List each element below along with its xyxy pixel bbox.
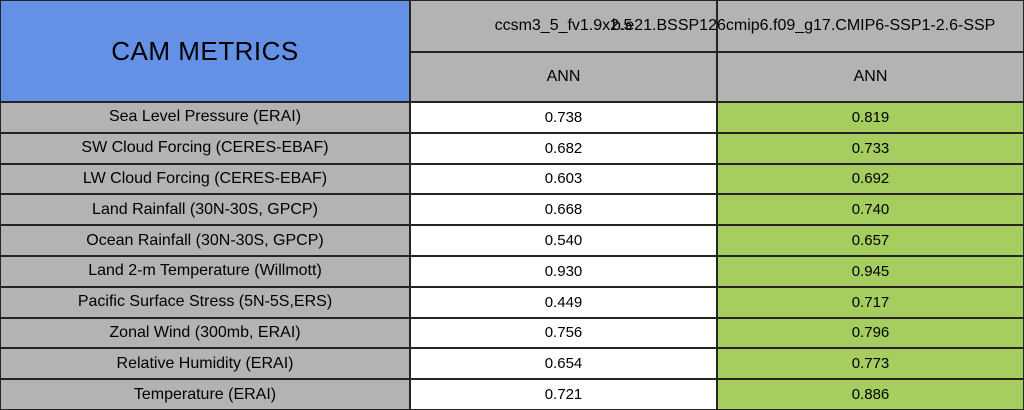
season-label-2: ANN [853, 68, 888, 85]
metric-value: 0.886 [851, 386, 890, 404]
value-cell-model2: 0.819 [717, 102, 1024, 133]
metric-value: 0.773 [851, 355, 890, 373]
value-cell-model1: 0.540 [410, 225, 717, 256]
value-cell-model1: 0.668 [410, 194, 717, 226]
metric-value: 0.540 [544, 232, 583, 250]
value-cell-model1: 0.930 [410, 255, 717, 287]
model-header-col1: ccsm3_5_fv1.9x2.5 [410, 0, 717, 52]
season-header-col2: ANN [717, 52, 1024, 102]
value-cell-model1: 0.449 [410, 286, 717, 318]
value-cell-model2: 0.886 [717, 379, 1024, 410]
table-title-cell: CAM METRICS [0, 0, 410, 102]
season-label-1: ANN [546, 68, 581, 85]
metric-label-cell: Land 2-m Temperature (Willmott) [0, 255, 410, 287]
metric-label: Zonal Wind (300mb, ERAI) [109, 323, 301, 341]
metric-value: 0.692 [851, 170, 890, 188]
metric-label: Ocean Rainfall (30N-30S, GPCP) [86, 231, 324, 249]
model-name-1: ccsm3_5_fv1.9x2.5 [494, 17, 633, 34]
metric-value: 0.740 [851, 201, 890, 219]
metric-value: 0.654 [544, 355, 583, 373]
metric-label-cell: Land Rainfall (30N-30S, GPCP) [0, 194, 410, 226]
value-cell-model1: 0.756 [410, 317, 717, 349]
metric-value: 0.756 [544, 324, 583, 342]
metric-label: LW Cloud Forcing (CERES-EBAF) [82, 169, 328, 187]
metric-value: 0.796 [851, 324, 890, 342]
value-cell-model2: 0.717 [717, 286, 1024, 318]
value-cell-model2: 0.945 [717, 255, 1024, 287]
value-cell-model1: 0.603 [410, 163, 717, 195]
metric-value: 0.945 [851, 262, 890, 280]
metric-value: 0.733 [851, 139, 890, 157]
metric-value: 0.682 [544, 139, 583, 157]
metric-label-cell: Zonal Wind (300mb, ERAI) [0, 317, 410, 349]
metric-value: 0.449 [544, 293, 583, 311]
metric-label-cell: Ocean Rainfall (30N-30S, GPCP) [0, 225, 410, 256]
metric-label: Land 2-m Temperature (Willmott) [88, 262, 322, 280]
metric-label: SW Cloud Forcing (CERES-EBAF) [81, 139, 329, 157]
metric-value: 0.738 [544, 108, 583, 126]
metric-value: 0.657 [851, 232, 890, 250]
value-cell-model2: 0.657 [717, 225, 1024, 256]
value-cell-model2: 0.740 [717, 194, 1024, 226]
value-cell-model2: 0.796 [717, 317, 1024, 349]
value-cell-model1: 0.721 [410, 379, 717, 410]
value-cell-model1: 0.738 [410, 102, 717, 133]
metric-value: 0.930 [544, 262, 583, 280]
metric-value: 0.603 [544, 170, 583, 188]
metric-label: Relative Humidity (ERAI) [116, 354, 294, 372]
metric-label: Pacific Surface Stress (5N-5S,ERS) [77, 293, 333, 311]
value-cell-model1: 0.682 [410, 132, 717, 164]
metric-label: Sea Level Pressure (ERAI) [108, 108, 302, 126]
metric-value: 0.721 [544, 386, 583, 404]
metric-value: 0.819 [851, 108, 890, 126]
metric-label-cell: Relative Humidity (ERAI) [0, 348, 410, 380]
metric-label: Land Rainfall (30N-30S, GPCP) [92, 200, 318, 218]
season-header-col1: ANN [410, 52, 717, 102]
value-cell-model2: 0.773 [717, 348, 1024, 380]
metric-label-cell: SW Cloud Forcing (CERES-EBAF) [0, 132, 410, 164]
metric-value: 0.717 [851, 293, 890, 311]
metric-label: Temperature (ERAI) [133, 385, 277, 403]
metric-label-cell: Pacific Surface Stress (5N-5S,ERS) [0, 286, 410, 318]
metric-label-cell: Sea Level Pressure (ERAI) [0, 102, 410, 133]
value-cell-model1: 0.654 [410, 348, 717, 380]
table-title: CAM METRICS [111, 35, 299, 66]
metric-label-cell: LW Cloud Forcing (CERES-EBAF) [0, 163, 410, 195]
metric-label-cell: Temperature (ERAI) [0, 379, 410, 410]
value-cell-model2: 0.733 [717, 132, 1024, 164]
model-header-col2 [717, 0, 1024, 52]
metric-value: 0.668 [544, 201, 583, 219]
value-cell-model2: 0.692 [717, 163, 1024, 195]
